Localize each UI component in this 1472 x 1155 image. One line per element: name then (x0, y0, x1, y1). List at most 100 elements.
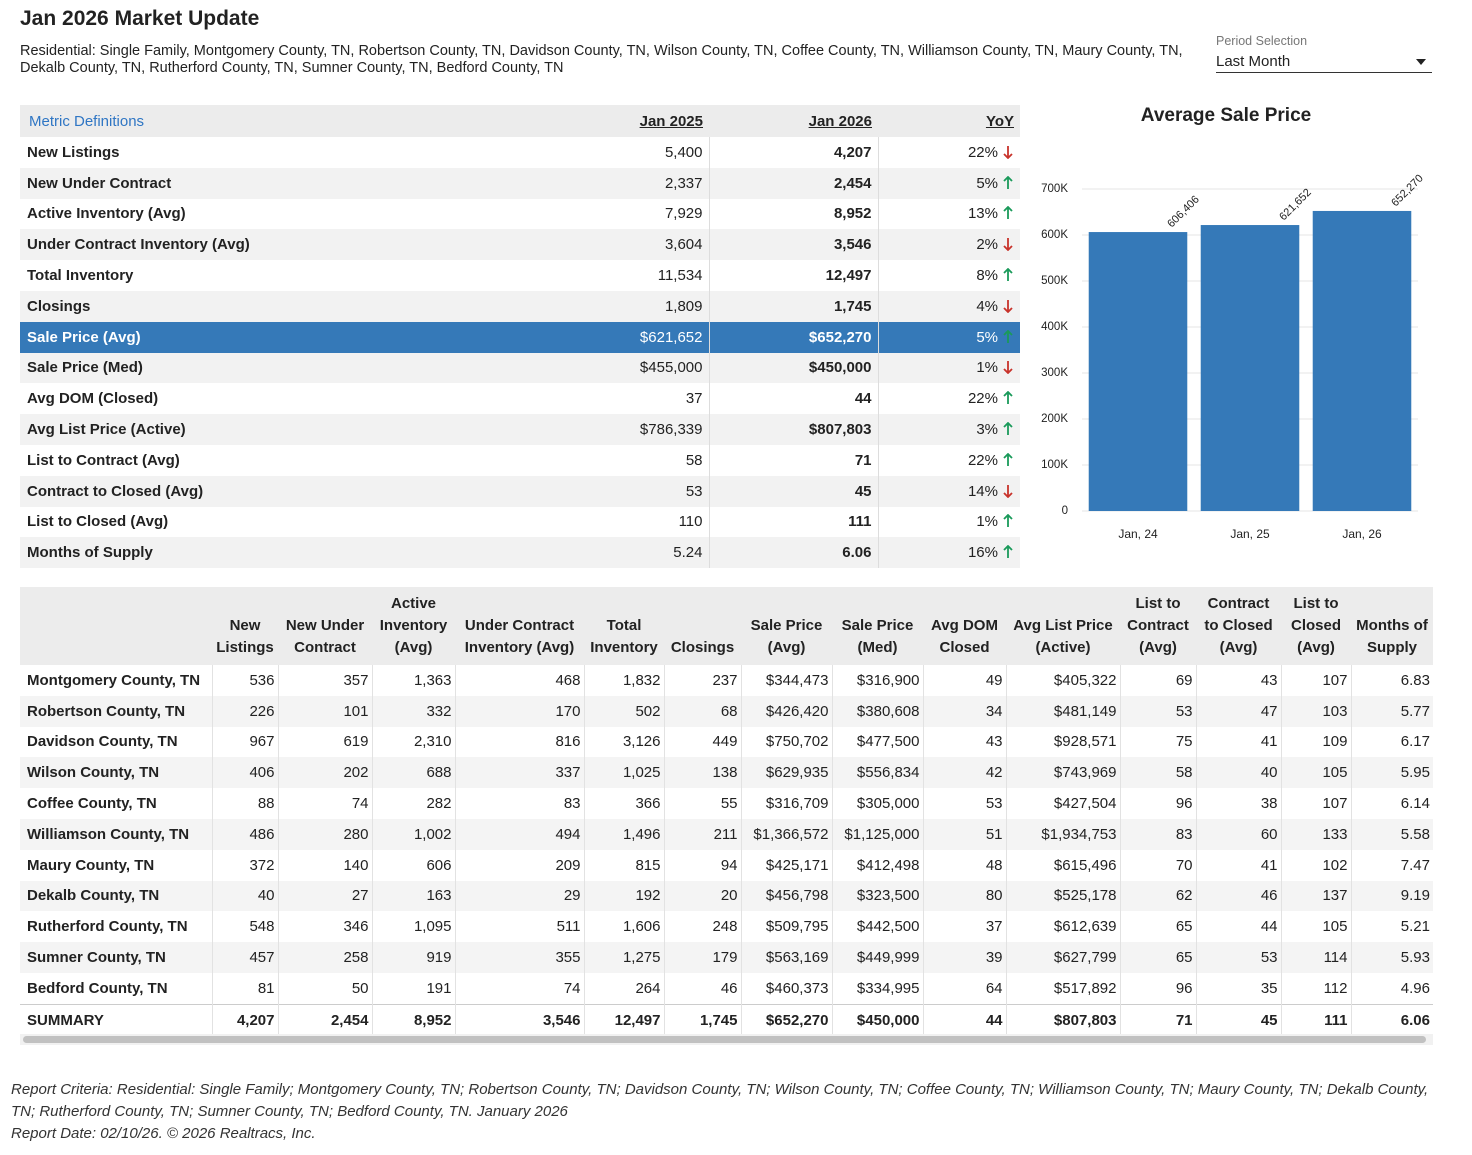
column-header: New Under Contract (278, 587, 372, 665)
arrow-shape (1003, 145, 1013, 160)
cell-text: $807,803 (808, 421, 872, 439)
summary-value: 8,952 (371, 1003, 455, 1036)
trend-arrow-up (1003, 206, 1013, 220)
column-header: List to Closed (Avg) (1281, 587, 1351, 665)
county-value: $743,969 (1005, 757, 1120, 789)
metrics-table: Metric Definitions Jan 2025 Jan 2026 YoY New… (20, 105, 1020, 569)
trend-arrow-up (1003, 267, 1013, 282)
value-label: 621,652 (1277, 187, 1314, 224)
yoy-value: 1% (976, 513, 998, 531)
metric-value: 5.24 (540, 537, 710, 569)
county-value: $525,178 (1005, 880, 1120, 912)
cell-text: Closings (27, 297, 91, 315)
value-label: 652,270 (1389, 172, 1426, 209)
bar (1312, 210, 1412, 511)
metric-value: 44 (709, 383, 879, 415)
summary-value: 12,497 (583, 1003, 664, 1036)
county-value: 209 (454, 849, 584, 881)
county-value: 103 (1280, 695, 1351, 727)
cell-text: $652,270 (808, 328, 872, 346)
metric-value: 2,337 (540, 167, 710, 199)
metric-row: Avg List Price (Active) $786,339 $807,803 3… (20, 414, 1020, 445)
county-value: 62 (1119, 880, 1196, 912)
metric-row: Total Inventory 11,534 12,497 8% (20, 260, 1020, 291)
county-name: Bedford County, TN (27, 979, 168, 997)
column-header: Jan 2025 (540, 105, 709, 137)
arrow-shape (1003, 514, 1013, 528)
county-value: $615,496 (1005, 849, 1120, 881)
county-value: $1,366,572 (740, 818, 832, 850)
arrow-shape (1003, 329, 1013, 343)
metric-definitions-link[interactable]: Metric Definitions (20, 105, 540, 137)
county-value: 372 (211, 849, 278, 881)
cell-text: Sale Price (Avg) (27, 328, 141, 346)
yoy-value: 8% (976, 267, 998, 285)
county-value: 65 (1119, 911, 1196, 943)
county-value: $517,892 (1005, 972, 1120, 1005)
county-value: 94 (663, 849, 741, 881)
county-value: 5.93 (1350, 942, 1433, 973)
county-value: 35 (1195, 972, 1281, 1005)
yoy-value: 3% (976, 421, 998, 439)
county-value: $460,373 (740, 972, 832, 1005)
county-value: 105 (1280, 911, 1351, 943)
cell-text: 1,809 (664, 297, 703, 315)
metric-name: Sale Price (Med) (20, 352, 540, 384)
column-header: Jan 2026 (709, 105, 878, 137)
county-value: 211 (663, 818, 741, 850)
county-value: 107 (1280, 788, 1351, 819)
county-value: 96 (1119, 972, 1196, 1005)
county-value: $449,999 (831, 942, 923, 973)
county-value: $928,571 (1005, 726, 1120, 758)
county-name: Sumner County, TN (20, 942, 212, 973)
metric-value: 12,497 (709, 260, 879, 291)
county-value: 619 (277, 726, 372, 758)
county-name: Wilson County, TN (20, 757, 212, 789)
summary-value: $807,803 (1005, 1003, 1120, 1036)
bar (1200, 225, 1300, 511)
summary-value: 2,454 (277, 1003, 372, 1036)
county-value: 606 (371, 849, 455, 881)
cell-text: Total Inventory (27, 267, 134, 285)
y-tick-label: 0 (1062, 505, 1068, 517)
scroll-thumb[interactable] (23, 1036, 1426, 1043)
metric-value: 3,604 (540, 229, 710, 261)
yoy-value: 2% (976, 236, 998, 254)
metric-value: 13% (878, 199, 1020, 230)
county-value: $627,799 (1005, 942, 1120, 973)
county-value: 43 (922, 726, 1006, 758)
cell-text: New Under Contract (27, 174, 172, 192)
metric-value: 11,534 (540, 260, 710, 291)
county-value: 179 (663, 942, 741, 973)
summary-value: 111 (1280, 1003, 1351, 1036)
county-value: 96 (1119, 788, 1196, 819)
county-value: 248 (663, 911, 741, 943)
y-tick-label: 700K (1041, 183, 1068, 195)
arrow-shape (1003, 267, 1013, 282)
county-value: 69 (1119, 665, 1196, 696)
county-value: 5.21 (1350, 911, 1433, 943)
period-dropdown[interactable]: Last Month (1216, 53, 1432, 73)
metric-value: 6.06 (709, 537, 879, 569)
arrow-shape (1003, 421, 1013, 436)
metric-value: 4,207 (709, 137, 879, 168)
column-header: List to Contract (Avg) (1120, 587, 1196, 665)
county-value: 332 (371, 695, 455, 727)
county-name: Rutherford County, TN (27, 918, 188, 936)
county-value: 47 (1195, 695, 1281, 727)
county-table: New Listings New Under Contract Active Inv… (20, 587, 1433, 1036)
county-value: 55 (663, 788, 741, 819)
scrollbar[interactable] (20, 1034, 1433, 1045)
county-value: 7.47 (1350, 849, 1433, 881)
county-value: 29 (454, 880, 584, 912)
column-header: Closings (664, 587, 741, 665)
summary-value: $652,270 (740, 1003, 832, 1036)
yoy-value: 22% (967, 143, 998, 161)
yoy-value: 4% (976, 297, 998, 315)
cell-text: Under Contract Inventory (Avg) (27, 236, 250, 254)
county-value: $481,149 (1005, 695, 1120, 727)
metric-name: List to Contract (Avg) (20, 445, 540, 476)
county-value: 5.77 (1350, 695, 1433, 727)
county-row: Rutherford County, TN 548 346 1,095 511 1,606… (20, 911, 1433, 943)
summary-value: 4,207 (211, 1003, 278, 1036)
